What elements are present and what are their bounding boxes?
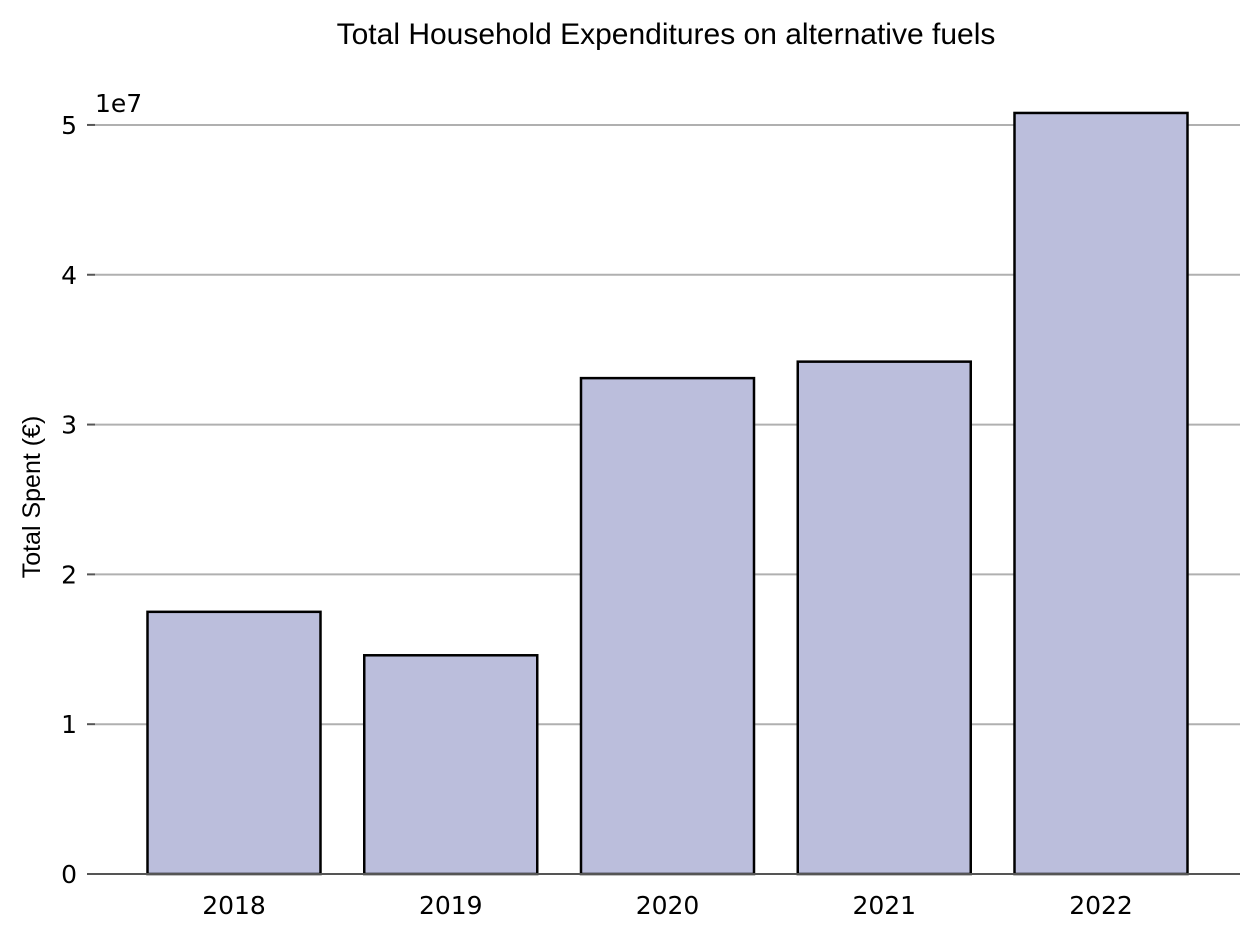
bar-2022 [1013,111,1189,876]
bar-2021 [796,360,972,876]
y-tick-label: 1 [61,710,77,739]
x-axis-ticks: 2018 2019 2020 2021 2022 [202,891,1133,920]
x-tick-label: 2020 [636,891,700,920]
x-tick-label: 2021 [852,891,916,920]
y-tick-label: 5 [61,111,77,140]
bar-2018 [146,610,322,876]
bar-2020 [579,376,756,876]
y-tick-label: 2 [61,560,77,589]
y-tick-label: 0 [61,860,77,889]
y-axis-offset-label: 1e7 [95,89,142,118]
chart-title: Total Household Expenditures on alternat… [337,18,996,51]
y-tick-label: 3 [61,411,77,440]
y-axis-ticks: 0 1 2 3 4 5 [61,111,95,889]
bars [146,111,1189,876]
x-tick-label: 2018 [202,891,266,920]
bar-2019 [363,654,539,876]
x-tick-label: 2022 [1069,891,1133,920]
y-tick-label: 4 [61,261,77,290]
x-tick-label: 2019 [419,891,483,920]
y-axis-label: Total Spent (€) [18,416,46,579]
